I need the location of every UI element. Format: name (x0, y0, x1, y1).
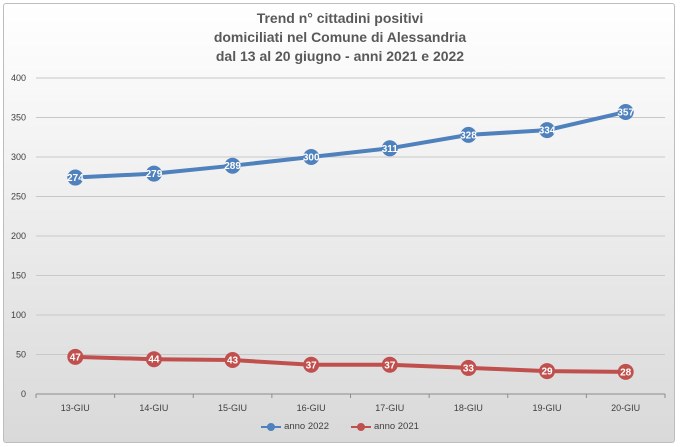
data-point-1-1 (145, 351, 162, 368)
legend-label-2022: anno 2022 (284, 421, 329, 432)
data-point-0-2 (224, 157, 241, 174)
data-point-1-4 (381, 356, 398, 373)
y-tick-label-200: 200 (11, 231, 26, 241)
data-label-0-7: 357 (617, 107, 634, 118)
legend-item-2021[interactable]: anno 2021 (351, 421, 419, 432)
y-tick-label-400: 400 (11, 73, 26, 83)
x-tick-label-19-giu: 19-GIU (533, 403, 562, 413)
data-point-1-5 (460, 359, 477, 376)
data-point-0-3 (303, 149, 320, 165)
x-tick-label-13-giu: 13-GIU (61, 403, 90, 413)
data-label-1-0: 47 (70, 352, 82, 363)
series-1: 47 44 43 37 37 33 29 28 (67, 348, 634, 380)
y-tick-label-100: 100 (11, 310, 26, 320)
y-axis: 0 50 100 150 200 250 300 350 400 (11, 73, 26, 399)
x-tick-label-20-giu: 20-GIU (611, 403, 640, 413)
chart-title-line-2: domiciliati nel Comune di Alessandria (213, 29, 467, 45)
data-point-1-7 (617, 363, 634, 380)
data-label-0-2: 289 (224, 161, 241, 172)
y-tick-label-50: 50 (16, 350, 26, 360)
legend-swatch-2021 (351, 422, 371, 432)
data-label-0-6: 334 (539, 126, 556, 137)
x-tick-label-16-giu: 16-GIU (297, 403, 326, 413)
series-line-1 (73, 354, 628, 374)
data-point-0-0 (67, 169, 84, 186)
x-tick-label-17-giu: 17-GIU (375, 403, 404, 413)
data-label-1-3: 37 (306, 360, 318, 371)
y-tick-label-300: 300 (11, 152, 26, 162)
legend-item-2022[interactable]: anno 2022 (261, 421, 329, 432)
data-label-1-7: 28 (620, 367, 632, 378)
data-label-0-0: 274 (67, 173, 84, 184)
data-point-1-6 (539, 363, 556, 380)
y-tick-label-0: 0 (21, 389, 26, 399)
x-axis: 13-GIU 14-GIU 15-GIU 16-GIU 17-GIU 18-GIU 19-G… (35, 394, 666, 413)
data-label-0-3: 300 (303, 153, 320, 164)
x-tick-label-14-giu: 14-GIU (139, 403, 168, 413)
data-point-1-2 (224, 352, 241, 369)
chart-title-line-3: dal 13 al 20 giugno - anni 2021 e 2022 (215, 48, 465, 64)
legend-swatch-2022 (261, 422, 282, 432)
gridlines (36, 77, 665, 395)
data-point-1-0 (67, 348, 84, 365)
data-label-0-1: 279 (146, 169, 163, 180)
legend-label-2021: anno 2021 (374, 421, 419, 432)
data-label-1-4: 37 (384, 360, 396, 371)
x-tick-label-15-giu: 15-GIU (218, 403, 247, 413)
data-label-1-5: 33 (463, 363, 475, 374)
series-0: 274 279 289 300 311 328 334 357 (67, 103, 634, 186)
y-tick-label-350: 350 (11, 113, 26, 123)
data-label-0-5: 328 (460, 130, 477, 141)
data-point-0-6 (539, 122, 556, 139)
data-label-0-4: 311 (382, 144, 399, 155)
chart-title-line-1: Trend n° cittadini positivi (256, 10, 424, 26)
y-tick-label-250: 250 (11, 192, 26, 202)
data-label-1-1: 44 (148, 355, 160, 366)
y-tick-label-150: 150 (11, 271, 26, 281)
data-label-1-6: 29 (542, 367, 554, 378)
data-point-0-4 (381, 140, 398, 157)
data-point-0-7 (617, 103, 634, 120)
chart-title: Trend n° cittadini positivi domiciliati … (0, 9, 680, 66)
x-tick-label-18-giu: 18-GIU (454, 403, 483, 413)
series-group: 274 279 289 300 311 328 334 357 47 44 43 37 37 33 29 28 (67, 103, 634, 380)
data-point-1-3 (303, 356, 320, 373)
series-line-0 (73, 109, 628, 180)
data-point-0-1 (145, 165, 162, 182)
data-label-1-2: 43 (227, 356, 239, 367)
legend: anno 2022 anno 2021 (0, 421, 680, 432)
data-point-0-5 (460, 126, 477, 143)
